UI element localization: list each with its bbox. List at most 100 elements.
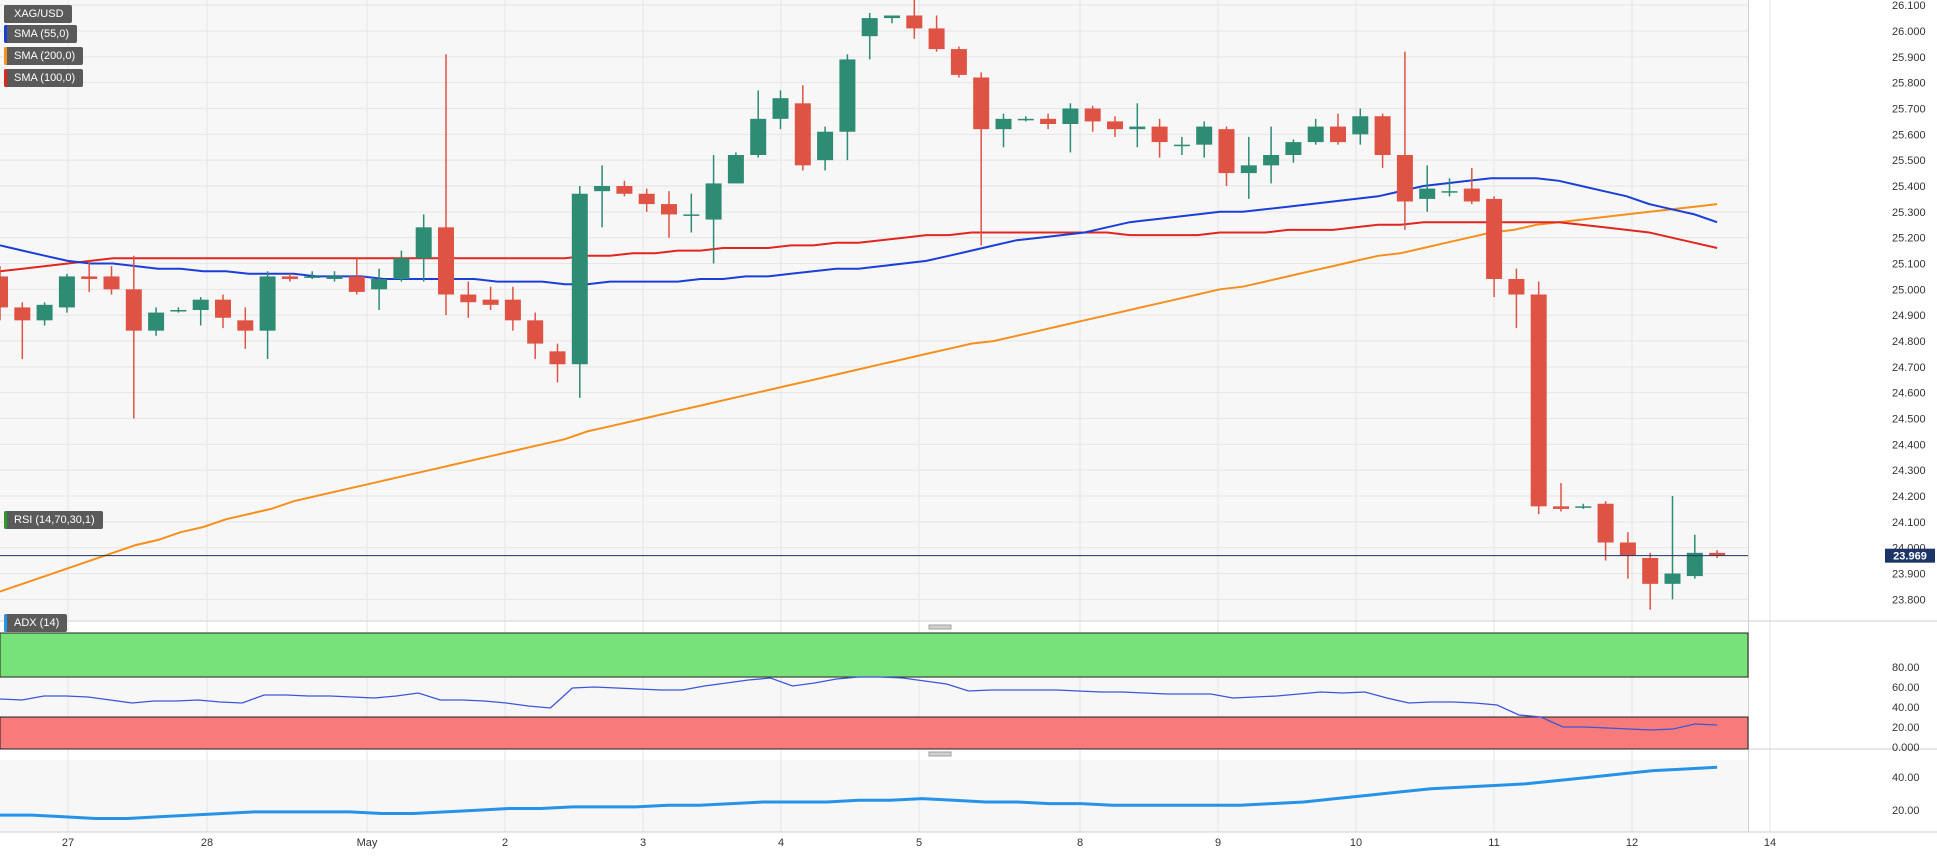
candle-body-up (884, 15, 900, 19)
candle-body-up (839, 59, 856, 132)
candle-body-down (1619, 542, 1636, 556)
adx-line (0, 765, 1718, 820)
candle-body-down (661, 204, 677, 215)
candle-body-up (1017, 118, 1034, 121)
candle-body-down (103, 276, 120, 290)
price-tick-label: 24.800 (1892, 336, 1926, 348)
candle-body-up (371, 279, 388, 290)
rsi-line (0, 676, 1718, 731)
time-tick-label: 2 (502, 837, 508, 849)
price-tick-label: 26.000 (1892, 26, 1926, 38)
candle-body-up (1240, 165, 1257, 174)
price-tick-label: 24.900 (1892, 310, 1926, 322)
grid-lines (0, 0, 1937, 833)
price-tick-label: 24.700 (1892, 362, 1926, 374)
sma100-legend-text: SMA (100,0) (14, 72, 76, 84)
sma100-legend[interactable]: SMA (100,0) (4, 69, 84, 87)
time-tick-label: 5 (916, 837, 922, 849)
candles (0, 0, 1726, 610)
candle-body-down (1508, 279, 1525, 295)
price-tick-label: 25.400 (1892, 181, 1926, 193)
last-price-badge (1885, 548, 1935, 563)
rsi-zones (0, 632, 1749, 750)
sma55-line (0, 177, 1718, 286)
candle-body-down (438, 227, 454, 295)
candle-body-up (148, 312, 165, 331)
candle-body-up (393, 258, 410, 279)
candle-body-up (817, 131, 834, 161)
rsi-tick-label: 0.000 (1892, 742, 1920, 754)
candle-body-down (1530, 294, 1547, 507)
candle-body-up (683, 214, 700, 216)
symbol-label[interactable]: XAG/USD (4, 5, 72, 23)
price-tick-label: 25.900 (1892, 52, 1926, 64)
pane-resize-handle[interactable] (928, 624, 952, 630)
price-tick-label: 25.800 (1892, 78, 1926, 90)
candle-body-down (1642, 558, 1659, 584)
price-tick-label: 24.400 (1892, 439, 1926, 451)
time-tick-label: 12 (1626, 837, 1638, 849)
sma200-legend-text: SMA (200,0) (14, 50, 76, 62)
candle-body-down (81, 276, 98, 279)
time-tick-label: 14 (1764, 837, 1776, 849)
sma55-legend[interactable]: SMA (55,0) (4, 25, 78, 43)
candle-body-down (1330, 126, 1346, 143)
price-tick-label: 25.700 (1892, 104, 1926, 116)
candle-body-up (1419, 188, 1436, 199)
price-tick-label: 24.200 (1892, 491, 1926, 503)
adx-legend[interactable]: ADX (14) (4, 614, 68, 632)
sma100-layer (0, 221, 1718, 273)
candle-body-up (1129, 126, 1146, 130)
candle-body-up (1062, 108, 1079, 124)
price-tick-label: 25.200 (1892, 233, 1926, 245)
time-tick-label: 11 (1488, 837, 1499, 849)
sma200-legend[interactable]: SMA (200,0) (4, 47, 84, 65)
time-tick-label: 3 (640, 837, 646, 849)
sma200-line (0, 203, 1718, 593)
rsi-oversold-zone (0, 716, 1749, 750)
sma55-layer (0, 177, 1718, 286)
candle-body-down (125, 289, 142, 331)
price-tick-label: 26.100 (1892, 0, 1926, 12)
pane-resize-handles[interactable] (928, 624, 952, 757)
sma100-color-bar (4, 69, 7, 87)
adx-tick-label: 20.00 (1892, 805, 1920, 817)
candle-body-down (1151, 126, 1168, 143)
candle-body-down (1374, 116, 1391, 155)
pane-resize-handle[interactable] (928, 751, 952, 757)
rsi-overbought-zone (0, 632, 1749, 678)
rsi-tick-label: 60.00 (1892, 682, 1920, 694)
candle-body-up (1196, 126, 1213, 145)
rsi-layer (0, 676, 1718, 731)
candle-body-up (1686, 552, 1703, 577)
price-tick-label: 24.600 (1892, 388, 1926, 400)
price-tick-label: 25.100 (1892, 259, 1926, 271)
candle-body-up (772, 98, 789, 119)
candle-body-down (527, 320, 544, 344)
candle-body-up (995, 118, 1012, 130)
candle-body-down (348, 276, 365, 292)
rsi-legend[interactable]: RSI (14,70,30,1) (4, 511, 103, 529)
time-tick-label: 28 (201, 837, 213, 849)
price-tick-label: 25.500 (1892, 155, 1926, 167)
price-pane-bg (0, 0, 1748, 620)
candle-body-down (14, 307, 31, 321)
candle-body-down (549, 351, 566, 365)
price-tick-label: 23.900 (1892, 569, 1926, 581)
candle-body-up (58, 276, 75, 308)
candle-body-down (1107, 121, 1123, 130)
candle-body-down (616, 186, 633, 194)
candle-body-down (950, 49, 967, 75)
candle-body-down (281, 276, 298, 279)
time-tick-label: 8 (1077, 837, 1083, 849)
candle-body-up (571, 193, 588, 365)
sma200-color-bar (4, 47, 7, 65)
candle-body-up (192, 299, 209, 310)
candle-body-down (906, 15, 923, 29)
candle-body-up (705, 183, 722, 220)
candle-body-up (1352, 116, 1369, 135)
candle-body-down (1486, 198, 1503, 279)
candle-body-up (1263, 155, 1280, 166)
